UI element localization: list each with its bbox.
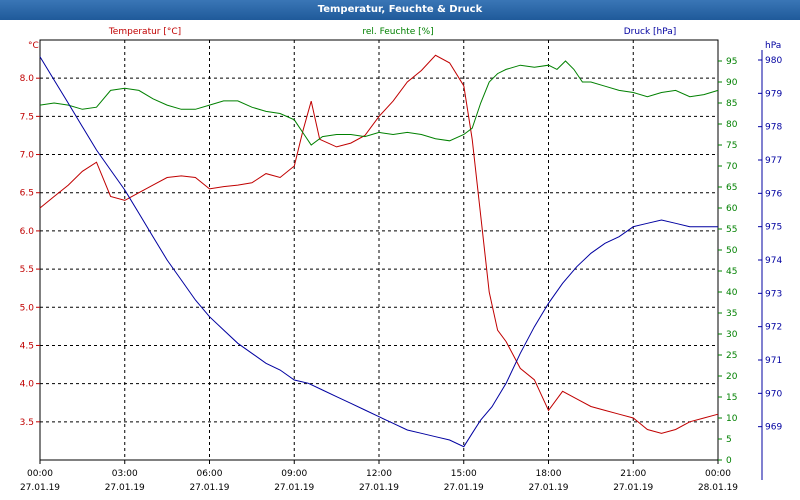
humidity-tick-label: 65 bbox=[726, 183, 737, 193]
x-tick-time: 18:00 bbox=[536, 469, 562, 479]
x-tick-time: 03:00 bbox=[112, 469, 138, 479]
humidity-tick-label: 30 bbox=[726, 330, 738, 340]
temperature-tick-label: 5.0 bbox=[20, 303, 35, 313]
humidity-tick-label: 75 bbox=[726, 141, 737, 151]
temperature-tick-label: 7.5 bbox=[20, 112, 34, 122]
humidity-tick-label: 25 bbox=[726, 351, 737, 361]
x-tick-time: 00:00 bbox=[27, 469, 53, 479]
window-title: Temperatur, Feuchte & Druck bbox=[0, 0, 800, 20]
pressure-tick-label: 971 bbox=[765, 356, 782, 366]
humidity-tick-label: 95 bbox=[726, 57, 737, 67]
humidity-tick-label: 15 bbox=[726, 393, 737, 403]
humidity-tick-label: 35 bbox=[726, 309, 737, 319]
x-tick-date: 27.01.19 bbox=[359, 483, 399, 493]
x-tick-date: 27.01.19 bbox=[528, 483, 568, 493]
temperature-tick-label: 4.0 bbox=[20, 380, 35, 390]
pressure-tick-label: 974 bbox=[765, 256, 782, 266]
humidity-series-line bbox=[39, 60, 719, 146]
x-tick-date: 28.01.19 bbox=[698, 483, 738, 493]
legend-humidity: rel. Feuchte [%] bbox=[362, 27, 433, 37]
pressure-tick-label: 980 bbox=[765, 56, 782, 66]
x-tick-date: 27.01.19 bbox=[613, 483, 653, 493]
pressure-tick-label: 977 bbox=[765, 156, 782, 166]
humidity-tick-label: 20 bbox=[726, 372, 738, 382]
x-tick-time: 09:00 bbox=[281, 469, 307, 479]
pressure-tick-label: 979 bbox=[765, 89, 782, 99]
x-tick-date: 27.01.19 bbox=[274, 483, 314, 493]
temperature-tick-label: 6.5 bbox=[20, 189, 34, 199]
temperature-series-line bbox=[39, 54, 719, 434]
temperature-tick-label: 7.0 bbox=[20, 151, 35, 161]
pressure-tick-label: 978 bbox=[765, 123, 782, 133]
x-tick-date: 27.01.19 bbox=[20, 483, 60, 493]
humidity-tick-label: 45 bbox=[726, 267, 737, 277]
temperature-tick-label: 8.0 bbox=[20, 74, 35, 84]
humidity-tick-label: 10 bbox=[726, 414, 738, 424]
chart-area: 00:00 27.01.19 03:00 27.01.19 06:00 27.01.19 0… bbox=[20, 27, 783, 493]
humidity-tick-label: 90 bbox=[726, 78, 738, 88]
humidity-tick-label: 5 bbox=[726, 435, 732, 445]
pressure-tick-label: 976 bbox=[765, 189, 782, 199]
temperature-tick-label: 3.5 bbox=[20, 418, 34, 428]
humidity-tick-label: 60 bbox=[726, 204, 738, 214]
x-tick-date: 27.01.19 bbox=[189, 483, 229, 493]
x-tick-date: 27.01.19 bbox=[105, 483, 145, 493]
humidity-tick-label: 0 bbox=[726, 456, 732, 466]
temperature-tick-label: 4.5 bbox=[20, 341, 34, 351]
pressure-tick-label: 975 bbox=[765, 223, 782, 233]
pressure-series-line bbox=[39, 56, 718, 448]
legend-pressure: Druck [hPa] bbox=[624, 27, 677, 37]
humidity-tick-label: 55 bbox=[726, 225, 737, 235]
x-tick-date: 27.01.19 bbox=[444, 483, 484, 493]
humidity-tick-label: 80 bbox=[726, 120, 738, 130]
pressure-tick-label: 973 bbox=[765, 289, 782, 299]
x-tick-time: 06:00 bbox=[197, 469, 223, 479]
pressure-tick-label: 970 bbox=[765, 389, 782, 399]
x-tick-time: 00:00 bbox=[705, 469, 731, 479]
legend-temperature: Temperatur [°C] bbox=[108, 27, 181, 37]
x-tick-time: 21:00 bbox=[620, 469, 646, 479]
temperature-tick-label: 5.5 bbox=[20, 265, 34, 275]
humidity-tick-label: 40 bbox=[726, 288, 738, 298]
humidity-tick-label: 85 bbox=[726, 99, 737, 109]
pressure-tick-label: 969 bbox=[765, 423, 782, 433]
humidity-tick-label: 70 bbox=[726, 162, 738, 172]
humidity-tick-label: 50 bbox=[726, 246, 738, 256]
pressure-tick-label: 972 bbox=[765, 323, 782, 333]
pressure-unit: hPa bbox=[765, 41, 781, 51]
x-tick-time: 15:00 bbox=[451, 469, 477, 479]
temperature-unit: °C bbox=[28, 41, 39, 51]
x-tick-time: 12:00 bbox=[366, 469, 392, 479]
temperature-tick-label: 6.0 bbox=[20, 227, 35, 237]
